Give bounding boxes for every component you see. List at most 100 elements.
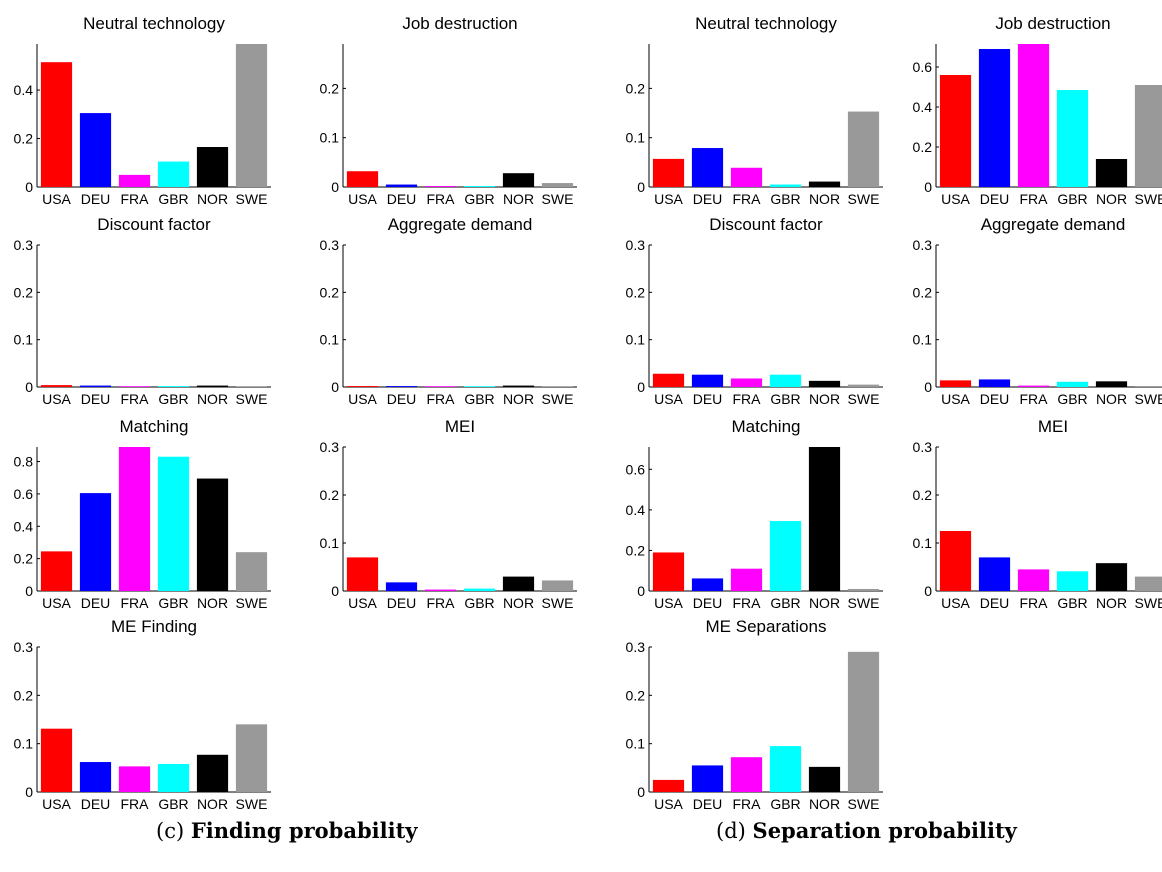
bar-deu — [691, 578, 724, 591]
x-tick-label: NOR — [503, 391, 534, 407]
x-tick-label: GBR — [1057, 595, 1087, 611]
y-tick-label: 0.2 — [320, 284, 340, 300]
y-tick-label: 0.4 — [626, 502, 646, 518]
bar-usa — [346, 557, 379, 591]
x-tick-label: SWE — [848, 595, 880, 611]
bar-nor — [502, 173, 535, 187]
y-tick-label: 0.1 — [626, 332, 646, 348]
bar-fra — [730, 378, 763, 387]
bar-chart-d-me-separations: ME Separations 0 0.1 0.2 0.3 USA DEU FRA GBR NOR S… — [626, 617, 883, 812]
x-tick-label: GBR — [464, 391, 494, 407]
x-tick-label: FRA — [121, 595, 150, 611]
bar-usa — [652, 373, 685, 387]
y-tick-label: 0.4 — [14, 82, 34, 98]
y-tick-label: 0 — [331, 379, 339, 395]
x-tick-label: USA — [42, 391, 71, 407]
x-tick-label: DEU — [980, 191, 1010, 207]
y-tick-label: 0.2 — [626, 80, 646, 96]
bar-fra — [730, 167, 763, 187]
y-tick-label: 0.2 — [913, 487, 933, 503]
y-tick-label: 0.6 — [913, 59, 933, 75]
bar-gbr — [769, 746, 802, 792]
x-tick-label: USA — [941, 595, 970, 611]
x-tick-label: NOR — [197, 595, 228, 611]
y-tick-label: 0 — [25, 379, 33, 395]
bar-chart-c-job-destruction: Job destruction 0 0.1 0.2 USA DEU FRA GBR NOR SWE — [320, 14, 577, 207]
bar-nor — [502, 576, 535, 591]
bar-usa — [40, 62, 73, 188]
bar-fra — [118, 386, 151, 387]
x-tick-label: SWE — [1135, 191, 1162, 207]
x-tick-label: SWE — [542, 391, 574, 407]
y-tick-label: 0.2 — [14, 551, 34, 567]
chart-title: Matching — [120, 417, 189, 436]
bar-fra — [118, 766, 151, 792]
bar-fra — [424, 589, 457, 591]
y-tick-label: 0.3 — [913, 439, 933, 455]
chart-title: Neutral technology — [695, 14, 837, 33]
x-tick-label: NOR — [197, 796, 228, 812]
bar-deu — [978, 379, 1011, 387]
x-tick-label: DEU — [387, 595, 417, 611]
chart-title: Discount factor — [709, 215, 823, 234]
chart-title: Job destruction — [995, 14, 1110, 33]
y-tick-label: 0.2 — [626, 284, 646, 300]
caption-title: Finding probability — [190, 818, 418, 843]
x-tick-label: USA — [654, 796, 683, 812]
x-tick-label: NOR — [503, 595, 534, 611]
y-tick-label: 0 — [924, 379, 932, 395]
bar-deu — [385, 582, 418, 591]
y-tick-label: 0 — [25, 179, 33, 195]
x-tick-label: USA — [941, 191, 970, 207]
bar-chart-d-discount-factor: Discount factor 0 0.1 0.2 0.3 USA DEU FRA GBR NOR… — [626, 215, 883, 407]
bar-chart-d-matching: Matching 0 0.2 0.4 0.6 USA DEU FRA GBR NOR SWE — [626, 417, 883, 611]
y-tick-label: 0.2 — [913, 139, 933, 155]
bar-chart-c-mei: MEI 0 0.1 0.2 0.3 USA DEU FRA GBR NOR SWE — [320, 417, 577, 611]
y-tick-label: 0.1 — [320, 332, 340, 348]
bar-fra — [118, 174, 151, 187]
y-tick-label: 0.2 — [14, 284, 34, 300]
chart-title: Matching — [732, 417, 801, 436]
bar-deu — [79, 493, 112, 591]
chart-title: Aggregate demand — [981, 215, 1126, 234]
bar-chart-c-aggregate-demand: Aggregate demand 0 0.1 0.2 0.3 USA DEU FRA GBR NO… — [320, 215, 577, 407]
x-tick-label: NOR — [809, 796, 840, 812]
caption-finding-probability: (c) Finding probability — [156, 818, 418, 843]
x-tick-label: GBR — [770, 391, 800, 407]
y-tick-label: 0.3 — [626, 639, 646, 655]
bar-usa — [939, 380, 972, 387]
bar-gbr — [157, 161, 190, 187]
x-tick-label: USA — [654, 391, 683, 407]
y-tick-label: 0.2 — [14, 687, 34, 703]
bar-chart-d-neutral-technology: Neutral technology 0 0.1 0.2 USA DEU FRA GBR NOR… — [626, 14, 883, 207]
bar-usa — [40, 385, 73, 387]
y-tick-label: 0.6 — [626, 461, 646, 477]
bar-swe — [1134, 85, 1162, 187]
y-tick-label: 0 — [25, 784, 33, 800]
bar-gbr — [1056, 381, 1089, 387]
x-tick-label: DEU — [387, 391, 417, 407]
x-tick-label: SWE — [236, 191, 268, 207]
x-tick-label: FRA — [733, 595, 762, 611]
bar-fra — [1017, 385, 1050, 387]
bar-gbr — [1056, 90, 1089, 187]
bar-swe — [541, 183, 574, 187]
y-tick-label: 0.1 — [320, 535, 340, 551]
y-tick-label: 0 — [637, 179, 645, 195]
y-tick-label: 0.3 — [320, 237, 340, 253]
x-tick-label: DEU — [693, 595, 723, 611]
bar-nor — [196, 147, 229, 187]
y-tick-label: 0.1 — [626, 736, 646, 752]
bar-nor — [1095, 563, 1128, 591]
bar-swe — [541, 580, 574, 591]
y-tick-label: 0.3 — [320, 439, 340, 455]
x-tick-label: SWE — [848, 391, 880, 407]
bar-deu — [385, 386, 418, 387]
bar-fra — [1017, 569, 1050, 591]
x-tick-label: USA — [42, 796, 71, 812]
y-tick-label: 0.1 — [913, 535, 933, 551]
bar-usa — [40, 551, 73, 591]
bar-fra — [424, 386, 457, 387]
bar-chart-d-job-destruction: Job destruction 0 0.2 0.4 0.6 USA DEU FRA GBR NOR… — [913, 14, 1162, 207]
bar-deu — [79, 762, 112, 792]
